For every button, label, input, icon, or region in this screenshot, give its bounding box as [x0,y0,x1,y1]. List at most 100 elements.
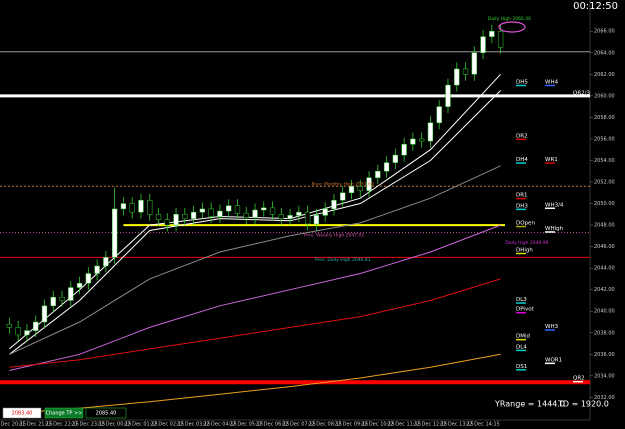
level-label: DL4 [516,344,527,350]
x-tick-label: 22 Dec 09:15 [335,422,369,428]
y-tick-label: 2042.00 [594,287,615,293]
x-tick-label: 22 Dec 01:15 [124,422,158,428]
candle-body [497,30,504,48]
candle-body [401,144,407,156]
candle-body [129,203,135,213]
highlight-circle [498,21,526,33]
level-label: WOR1 [545,357,562,363]
candle-body [6,323,13,328]
level-label: DL3 [516,297,527,303]
line-note: Daily High 2046.96 [505,240,548,246]
x-tick-label: 22 Dec 04:15 [203,422,237,428]
y-tick-label: 2036.00 [594,352,615,358]
candle-body [269,207,276,215]
candle-body [357,186,363,191]
candle-body [348,186,355,194]
candle-body [366,177,372,191]
x-tick-label: 22 Dec 13:15 [440,422,474,428]
level-label: QR2/3 [573,90,591,96]
x-tick-label: 22 Dec 07:15 [282,422,316,428]
candle-body [322,208,328,216]
candle-body [471,52,477,75]
level-label: DH5 [516,80,528,86]
candle-body [15,327,21,336]
y-tick-label: 2038.00 [594,330,615,336]
price-box[interactable] [2,407,42,419]
line-note: Daily High 2066.46 [488,16,531,22]
y-tick-label: 2044.00 [594,266,615,272]
y-tick-label: 2062.00 [594,72,615,78]
x-tick-label: 21 Dec 23:15 [72,422,106,428]
candle-body [340,192,346,201]
candle-body [462,68,469,75]
y-tick-label: 2054.00 [594,158,615,164]
candle-body [454,68,460,86]
line-note: Prev: Monthly High 2051.60 [312,182,374,188]
y-tick-label: 2060.00 [594,93,615,99]
candle-body [147,200,153,215]
candle-body [103,257,109,267]
change-tp-text: Change TP >> [46,411,83,417]
level-label: DH4 [516,157,528,163]
x-tick-label: 22 Dec 03:15 [177,422,211,428]
y-tick-label: 2040.00 [594,309,615,315]
level-lines [0,51,590,385]
level-label: QR2 [573,376,585,382]
candle-body [59,296,65,301]
level-label: WH3 [545,324,559,330]
candle-body [24,330,30,336]
level-label: WR1 [545,157,558,163]
tp-price-box[interactable] [85,407,127,419]
line-note: Prev: Daily High 2046.81 [315,257,371,263]
candle-body [111,208,118,258]
candle-body [199,208,206,213]
x-tick-label: 21 Dec 21:15 [19,422,53,428]
x-tick-label: 22 Dec 06:15 [256,422,290,428]
candle-body [392,154,399,163]
candle-body [252,209,258,218]
candle-body [50,296,56,307]
x-tick-label: 22 Dec 10:15 [361,422,395,428]
candle-body [182,214,188,219]
level-label: DPivot [516,307,535,313]
level-label: WH3/4 [545,202,564,208]
price-box-text: 2083.40 [12,411,33,417]
candle-body [375,170,381,178]
candle-body [243,212,249,218]
y-tick-label: 2052.00 [594,180,615,186]
y-tick-label: 2064.00 [594,50,615,56]
candle-body [480,36,486,54]
line-note: Prev: Weekly High 2047.01 [304,232,365,238]
candle-body [226,205,232,212]
change-tp-button[interactable] [44,407,84,419]
level-label: DMid [516,334,530,340]
level-label: WHigh [545,226,564,232]
x-tick-label: 22 Dec 11:15 [387,422,421,428]
candle-body [331,200,337,210]
x-tick-label: 22 Dec 02:15 [150,422,184,428]
y-tick-label: 2032.00 [594,395,615,401]
y-tick-label: 2048.00 [594,223,615,229]
candle-body [164,219,170,226]
candle-body [313,215,320,225]
level-label: DR1 [516,193,528,199]
labels: 2032.00 2034.00 2036.00 2038.00 2040.00 2042.… [0,16,615,428]
td: TD = 1920.0 [557,400,609,409]
candle-body [278,214,284,219]
y-tick-label: 2034.00 [594,373,615,379]
candle-body [173,214,179,226]
x-tick-label: 22 Dec 08:15 [308,422,342,428]
x-tick-label: 22 Dec 05:15 [229,422,263,428]
candle-body [217,210,223,217]
candle-body [234,205,241,214]
y-tick-label: 2058.00 [594,115,615,121]
candle-body [410,138,416,145]
tp-price-text: 2085.40 [96,411,117,417]
candle-body [94,265,100,274]
candle-body [85,273,91,284]
x-tick-label: 21 Dec 20:15 [0,422,26,428]
x-tick-label: 21 Dec 22:15 [45,422,79,428]
candle-body [138,200,144,213]
level-label: DS1 [516,364,527,370]
